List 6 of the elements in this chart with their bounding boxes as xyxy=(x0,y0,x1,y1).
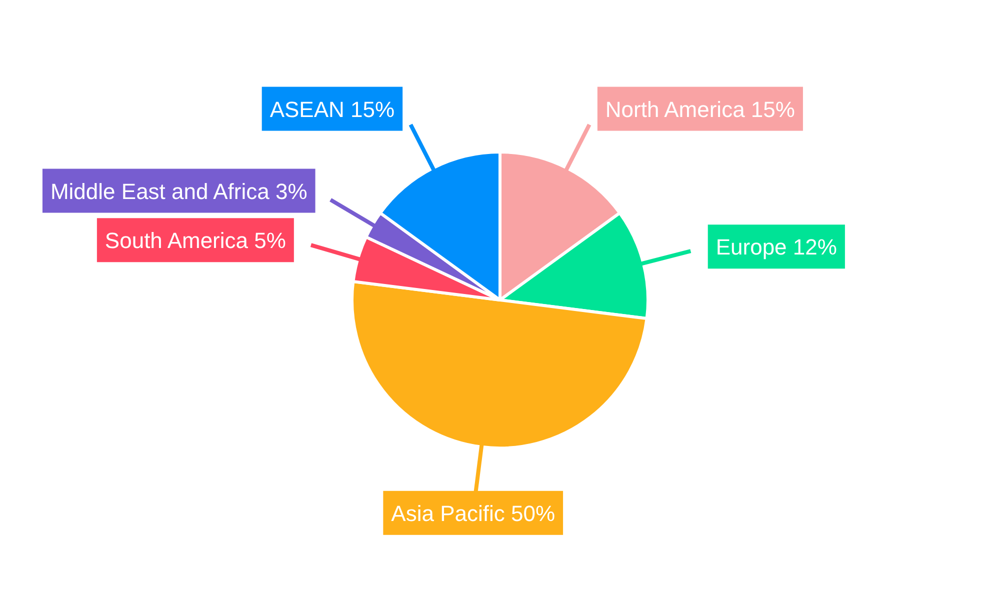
slice-label: Middle East and Africa 3% xyxy=(50,178,308,204)
slice-label: ASEAN 15% xyxy=(270,96,395,122)
slice-label: South America 5% xyxy=(104,228,286,254)
slice-label: Asia Pacific 50% xyxy=(391,500,556,526)
slice-label: North America 15% xyxy=(605,96,795,122)
slice-label: Europe 12% xyxy=(716,234,837,260)
